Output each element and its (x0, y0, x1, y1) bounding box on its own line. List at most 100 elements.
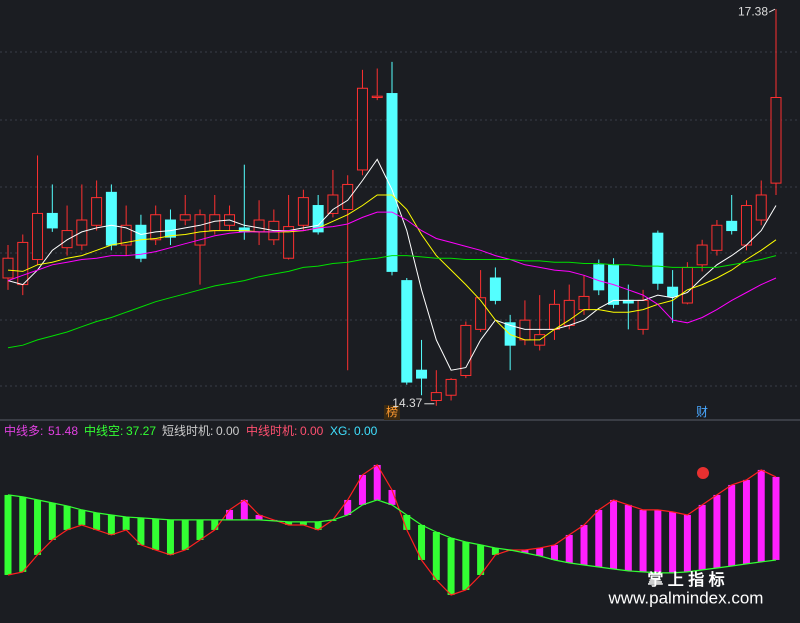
candle-body (460, 324, 472, 376)
indicator-bar (491, 547, 499, 555)
candle-body (91, 197, 103, 226)
indicator-bar (299, 521, 307, 525)
candle-body (578, 295, 590, 311)
indicator-bar (93, 512, 101, 530)
indicator-bar (166, 519, 174, 555)
candle-body (475, 297, 487, 330)
candle-body (2, 257, 14, 279)
indicator-bar (595, 509, 603, 567)
watermark-title: 掌 上 指 标 (647, 570, 724, 589)
candle-body (548, 303, 560, 330)
legend-value: 0.00 (216, 424, 240, 438)
candle-body (652, 232, 664, 284)
legend-value: 0.00 (354, 424, 378, 438)
candle-body (194, 214, 206, 246)
candle-body (253, 219, 265, 233)
indicator-bar (624, 504, 632, 571)
indicator-bar (240, 499, 248, 520)
indicator-bar (550, 544, 558, 560)
candle-body (593, 264, 605, 291)
moving-average (7, 255, 777, 349)
legend-name: 中线多: (4, 423, 43, 438)
indicator-bar (683, 514, 691, 572)
candle-body (297, 197, 309, 226)
candle-body (489, 277, 501, 301)
indicator-bar (48, 502, 56, 540)
candle-body (120, 224, 132, 246)
candle-body (164, 219, 176, 238)
marker-label: 榜 (386, 404, 398, 419)
indicator-bar (418, 524, 426, 560)
indicator-bar (211, 519, 219, 530)
candle-body (445, 378, 457, 396)
candle-body (667, 286, 679, 297)
candle-body (150, 214, 162, 241)
candle-body (17, 241, 29, 286)
max-label: 17.38 (738, 4, 768, 18)
indicator-bar (669, 511, 677, 573)
indicator-bar (580, 524, 588, 565)
candle-body (342, 183, 354, 210)
legend-name: 中线空: (84, 423, 123, 438)
min-label: 14.37 (392, 396, 422, 410)
candle-body (135, 224, 147, 259)
indicator-bar (344, 499, 352, 515)
candle-body (637, 299, 649, 330)
indicator-bar (388, 489, 396, 505)
indicator-bar (137, 517, 145, 545)
indicator-bar (477, 544, 485, 575)
candle-body (711, 224, 723, 251)
indicator-bar (654, 509, 662, 573)
legend-name: XG: (330, 424, 351, 438)
indicator-bar (255, 514, 263, 520)
marker-box (384, 405, 400, 420)
indicator-bar (462, 541, 470, 590)
candle-body (76, 219, 88, 246)
indicator-bar (713, 494, 721, 568)
candle-body (726, 220, 738, 232)
candle-body (755, 194, 767, 221)
indicator-bar (447, 537, 455, 595)
candle-body (416, 369, 428, 379)
candle-body (61, 230, 73, 249)
marker-label: 财 (696, 405, 708, 419)
indicator-bar (63, 505, 71, 530)
indicator-bar (4, 494, 12, 575)
indicator-bar (196, 519, 204, 540)
indicator-bar (432, 531, 440, 580)
indicator-bar (639, 509, 647, 572)
indicator-bar (314, 521, 322, 530)
candle-body (371, 95, 383, 98)
moving-average (7, 194, 777, 341)
indicator-bar (565, 534, 573, 563)
legend-name: 中线时机: (246, 423, 297, 438)
candle-body (32, 212, 44, 261)
candle-body (179, 214, 191, 221)
indicator-bar (772, 476, 780, 560)
watermark-url: www.palmindex.com (608, 588, 764, 607)
indicator-line (7, 494, 777, 574)
indicator-bar (757, 469, 765, 562)
indicator-bar (122, 516, 130, 530)
candle-body (105, 191, 117, 246)
indicator-bar (152, 518, 160, 550)
candle-body (401, 280, 413, 383)
moving-average (7, 211, 777, 324)
max-arrow (768, 8, 776, 13)
indicator-bar (742, 479, 750, 564)
indicator-bar (610, 499, 618, 569)
candle-body (386, 93, 398, 272)
candle-body (430, 392, 442, 402)
indicator-bar (78, 509, 86, 525)
candle-body (283, 226, 295, 259)
signal-icon (697, 467, 709, 479)
candle-body (519, 319, 531, 341)
legend: 中线多: 51.48 中线空: 37.27 短线时机: 0.00 中线时机: 0… (4, 423, 378, 438)
candle-body (770, 96, 782, 184)
legend-value: 0.00 (300, 424, 324, 438)
indicator-bar (34, 499, 42, 555)
indicator-bar (373, 464, 381, 500)
